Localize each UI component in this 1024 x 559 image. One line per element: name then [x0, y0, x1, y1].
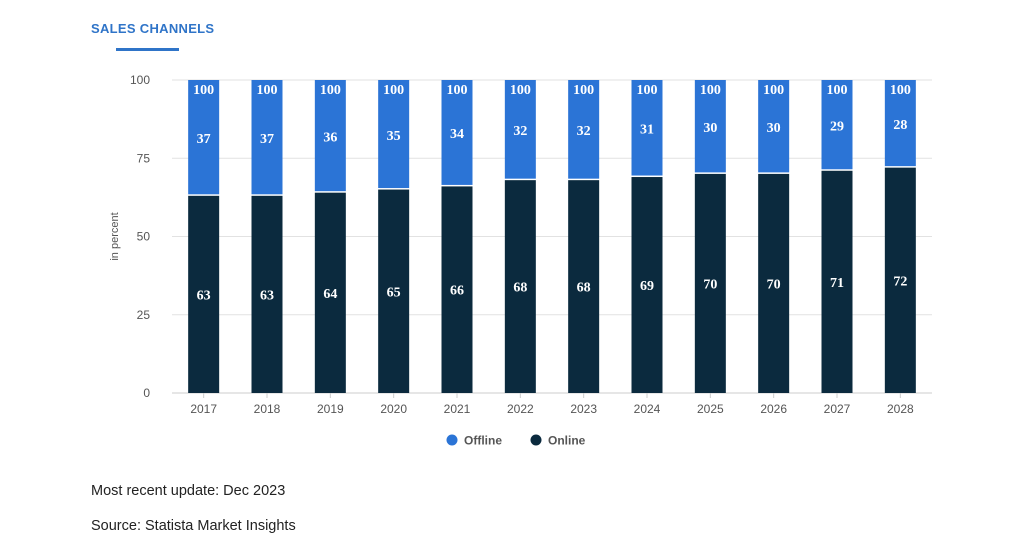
data-label-total: 100 [827, 83, 848, 98]
title-underline [116, 48, 179, 51]
bar-online [378, 189, 410, 393]
x-tick-label: 2023 [570, 402, 597, 416]
data-label-online: 63 [260, 288, 274, 303]
data-label-offline: 31 [640, 123, 654, 138]
bar-online [568, 180, 600, 393]
bar-online [821, 170, 853, 393]
chart-title: SALES CHANNELS [91, 21, 215, 36]
bar-offline [441, 80, 473, 185]
legend-label: Online [548, 434, 586, 448]
data-label-online: 63 [197, 288, 211, 303]
data-label-offline: 37 [197, 132, 211, 147]
x-tick-label: 2025 [697, 402, 724, 416]
y-tick-label: 25 [137, 308, 151, 322]
data-label-total: 100 [763, 83, 784, 98]
bar-online [441, 186, 473, 393]
data-label-online: 69 [640, 279, 654, 294]
data-label-offline: 32 [577, 124, 591, 139]
x-tick-label: 2022 [507, 402, 534, 416]
x-tick-label: 2017 [190, 402, 217, 416]
data-label-online: 66 [450, 284, 464, 299]
legend-label: Offline [464, 434, 502, 448]
data-label-total: 100 [637, 83, 658, 98]
data-label-online: 68 [577, 281, 591, 296]
bar-offline [504, 80, 536, 179]
bar-online [504, 180, 536, 393]
x-tick-label: 2021 [444, 402, 471, 416]
legend-marker-offline [446, 434, 458, 446]
data-label-total: 100 [573, 83, 594, 98]
data-label-online: 72 [893, 274, 907, 289]
y-tick-label: 75 [137, 151, 151, 165]
data-label-online: 71 [830, 276, 844, 291]
bar-online [631, 177, 663, 393]
data-label-offline: 32 [513, 124, 527, 139]
stacked-bar-chart: 0 25 50 75 100 in percent 63 37 100 2017 63 37 100 20… [109, 73, 932, 448]
bar-online [314, 192, 346, 393]
y-tick-label: 0 [143, 386, 150, 400]
data-label-offline: 28 [893, 118, 907, 133]
data-label-offline: 34 [450, 127, 464, 142]
bar-offline [884, 80, 916, 167]
data-label-total: 100 [320, 83, 341, 98]
bar-offline [821, 80, 853, 170]
bar-online [694, 173, 726, 393]
bar-offline [251, 80, 283, 195]
data-label-total: 100 [193, 83, 214, 98]
x-tick-label: 2020 [380, 402, 407, 416]
data-label-total: 100 [700, 83, 721, 98]
data-label-online: 70 [703, 277, 717, 292]
bar-online [188, 195, 220, 393]
data-label-total: 100 [383, 83, 404, 98]
bar-online [884, 167, 916, 393]
bar-online [758, 173, 790, 393]
data-label-online: 70 [767, 277, 781, 292]
data-label-offline: 35 [387, 129, 401, 144]
bar-offline [314, 80, 346, 192]
x-tick-label: 2019 [317, 402, 344, 416]
data-label-offline: 30 [767, 121, 781, 136]
x-tick-label: 2027 [824, 402, 851, 416]
data-label-total: 100 [257, 83, 278, 98]
bar-offline [758, 80, 790, 173]
source-note: Source: Statista Market Insights [91, 518, 296, 534]
data-label-total: 100 [447, 83, 468, 98]
data-label-total: 100 [510, 83, 531, 98]
data-label-online: 64 [323, 287, 337, 302]
x-tick-label: 2024 [634, 402, 661, 416]
data-label-offline: 37 [260, 132, 274, 147]
update-note: Most recent update: Dec 2023 [91, 483, 286, 499]
data-label-offline: 30 [703, 121, 717, 136]
bar-offline [568, 80, 600, 179]
x-tick-label: 2028 [887, 402, 914, 416]
data-label-online: 65 [387, 285, 401, 300]
x-tick-label: 2026 [760, 402, 787, 416]
data-label-offline: 29 [830, 119, 844, 134]
y-tick-label: 100 [130, 73, 150, 87]
bar-offline [378, 80, 410, 189]
bar-offline [694, 80, 726, 173]
bar-offline [188, 80, 220, 195]
y-axis-label: in percent [109, 212, 121, 260]
data-label-total: 100 [890, 83, 911, 98]
x-tick-label: 2018 [254, 402, 281, 416]
bar-online [251, 195, 283, 393]
legend-marker-online [530, 434, 542, 446]
bar-offline [631, 80, 663, 176]
data-label-offline: 36 [323, 130, 337, 145]
data-label-online: 68 [513, 281, 527, 296]
y-tick-label: 50 [137, 230, 151, 244]
